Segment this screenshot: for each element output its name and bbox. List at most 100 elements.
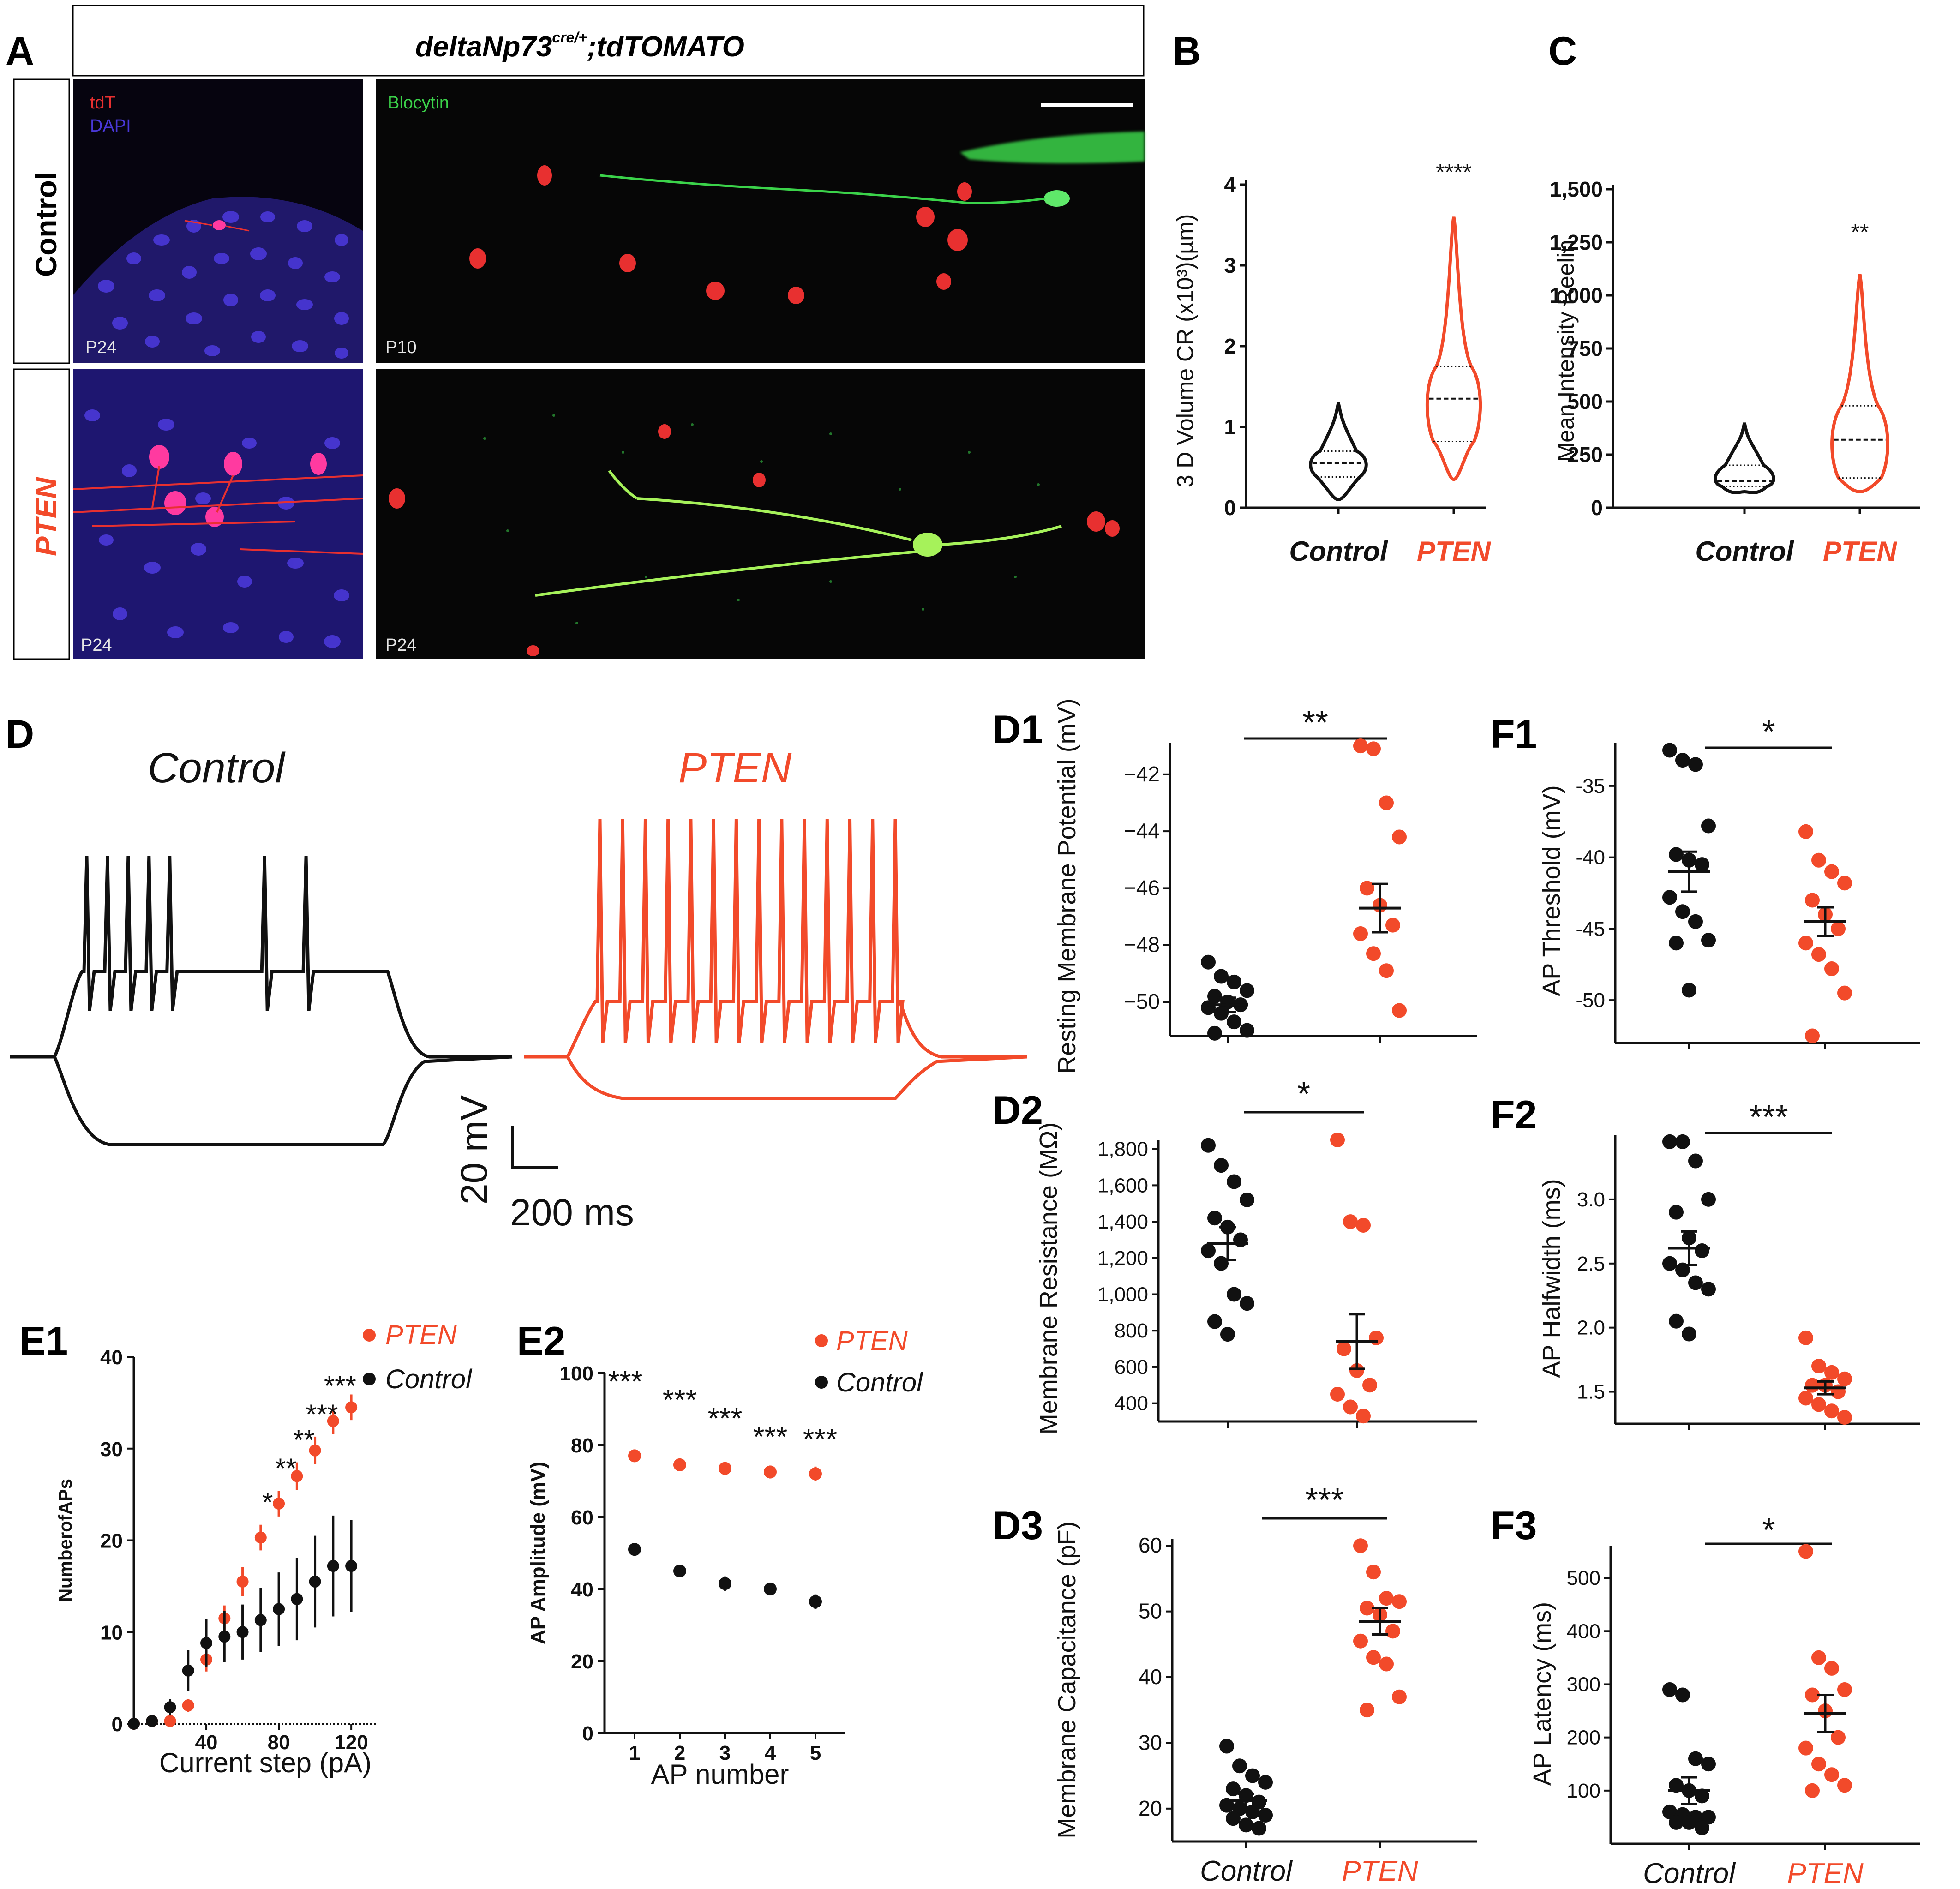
row-label-box-pten [13, 368, 70, 660]
blocytin-process-pten [535, 470, 1062, 597]
y-tick-label: 100 [1567, 1780, 1600, 1802]
y-tick-label: −46 [1124, 876, 1160, 900]
data-point-pten [309, 1444, 321, 1457]
data-point-pten [1360, 1703, 1374, 1718]
y-tick-label: 1,600 [1097, 1174, 1148, 1197]
chart-c: 0 250 500 750 1,000 1,250 1,500 Control PTEN Mean… [1550, 177, 1920, 567]
data-point-control [1227, 1174, 1241, 1189]
data-point-pten [1798, 936, 1813, 951]
panel-letter-d2: D2 [992, 1088, 1043, 1133]
trace-depolarizing [10, 856, 512, 1059]
significance-label: *** [663, 1383, 697, 1416]
data-point-pten [182, 1699, 194, 1712]
data-point-control [1258, 1808, 1273, 1823]
data-point-pten [1824, 864, 1839, 879]
data-point-pten [1366, 946, 1381, 961]
data-point-control [1207, 1314, 1222, 1329]
data-point-control [1675, 904, 1690, 919]
panel-a: A deltaNp73cre/+;tdTOMATO Control PTEN t… [6, 5, 1145, 660]
y-tick-label: 2.0 [1577, 1317, 1605, 1339]
data-point-control [1682, 1326, 1696, 1342]
x-tick-label: PTEN [1342, 1855, 1418, 1887]
dapi-nuclei-pten [84, 409, 349, 648]
data-point-control [1669, 936, 1684, 951]
data-point-control [1227, 1014, 1241, 1030]
y-axis-label: Resting Membrane Potential (mV) [1053, 698, 1081, 1073]
panel-letter-d1: D1 [992, 708, 1043, 752]
y-tick-label: 1,200 [1097, 1247, 1148, 1270]
data-point-control [273, 1603, 285, 1615]
panel-letter-f2: F2 [1491, 1093, 1537, 1137]
data-point-pten [1360, 1601, 1374, 1616]
data-point-pten [1837, 876, 1852, 891]
y-tick-label: 1.5 [1577, 1381, 1605, 1403]
y-tick-label: 4 [1224, 173, 1236, 197]
data-point-pten [1337, 1341, 1351, 1356]
data-point-pten [291, 1470, 303, 1482]
tdt-cell-control [213, 220, 226, 230]
data-point-pten [1798, 1544, 1813, 1559]
data-point-control [1662, 1134, 1677, 1149]
data-point-pten [1392, 1594, 1407, 1609]
y-tick-label: 2.5 [1577, 1253, 1605, 1275]
data-point-pten [1353, 1538, 1368, 1553]
data-point-control [1214, 1158, 1229, 1173]
data-point-control [1239, 1817, 1253, 1833]
data-point-control [809, 1595, 822, 1608]
data-point-control [1669, 847, 1684, 862]
data-point-pten [1824, 1403, 1839, 1419]
chart-f3: 100 200 300 400 500 Control PTEN AP Latency (ms… [1528, 1512, 1920, 1889]
data-point-pten [1824, 1767, 1839, 1782]
legend-dapi: DAPI [90, 116, 131, 136]
tdt-process-control [184, 220, 250, 232]
trace-pten [524, 819, 1027, 1100]
y-tick-label: 40 [100, 1346, 123, 1369]
y-axis-label: NumberofAPs [55, 1479, 76, 1602]
significance-label: **** [1436, 159, 1472, 185]
data-point-control [200, 1637, 213, 1649]
trace-control [10, 856, 513, 1146]
genotype-header: deltaNp73cre/+;tdTOMATO [415, 29, 744, 63]
data-point-pten [1379, 1656, 1394, 1672]
data-point-pten [1798, 824, 1813, 839]
y-tick-label: 30 [100, 1438, 123, 1461]
y-tick-label: 60 [571, 1506, 593, 1529]
data-point-pten [1824, 1661, 1839, 1676]
y-tick-label: 400 [1115, 1392, 1148, 1415]
x-tick-label: Control [1200, 1855, 1293, 1887]
dapi-nuclei-control [98, 211, 349, 359]
data-point-pten [273, 1498, 285, 1510]
data-point-pten [1798, 1740, 1813, 1756]
y-tick-label: 600 [1115, 1356, 1148, 1379]
data-point-pten [1353, 1633, 1368, 1649]
data-point-control [1201, 1243, 1216, 1259]
row-label-control: Control [30, 172, 63, 277]
legend-marker-control [815, 1376, 828, 1389]
y-tick-label: -35 [1576, 775, 1605, 798]
chart-f2: 1.5 2.0 2.5 3.0 AP Halfwidth (ms) *** [1538, 1099, 1920, 1430]
data-point-control [673, 1565, 686, 1577]
tdt-cells-pten-right [389, 424, 1120, 656]
y-axis-label: AP Halfwidth (ms) [1538, 1179, 1565, 1378]
data-point-pten [254, 1531, 267, 1544]
data-point-control [1675, 1262, 1690, 1277]
data-point-control [1226, 1781, 1241, 1797]
x-axis-label: Current step (pA) [159, 1747, 372, 1778]
data-point-control [1226, 1811, 1241, 1826]
y-axis-label: Membrane Capacitance (pF) [1053, 1521, 1081, 1838]
legend-blocytin: Blocytin [388, 93, 449, 113]
data-point-pten [673, 1458, 686, 1471]
y-tick-label: -50 [1576, 989, 1605, 1012]
data-point-control [218, 1631, 231, 1643]
data-point-control [1662, 1256, 1677, 1271]
x-tick-label: Control [1643, 1858, 1736, 1889]
x-tick-label: PTEN [1823, 536, 1898, 567]
x-tick-label: 4 [765, 1742, 776, 1764]
y-tick-label: 40 [571, 1578, 593, 1601]
data-point-pten [1385, 918, 1400, 933]
panel-letter-d: D [6, 712, 34, 756]
data-point-control [327, 1560, 339, 1572]
data-point-control [628, 1543, 641, 1556]
data-point-pten [1379, 963, 1394, 978]
y-axis-label: AP Latency (ms) [1528, 1602, 1556, 1786]
